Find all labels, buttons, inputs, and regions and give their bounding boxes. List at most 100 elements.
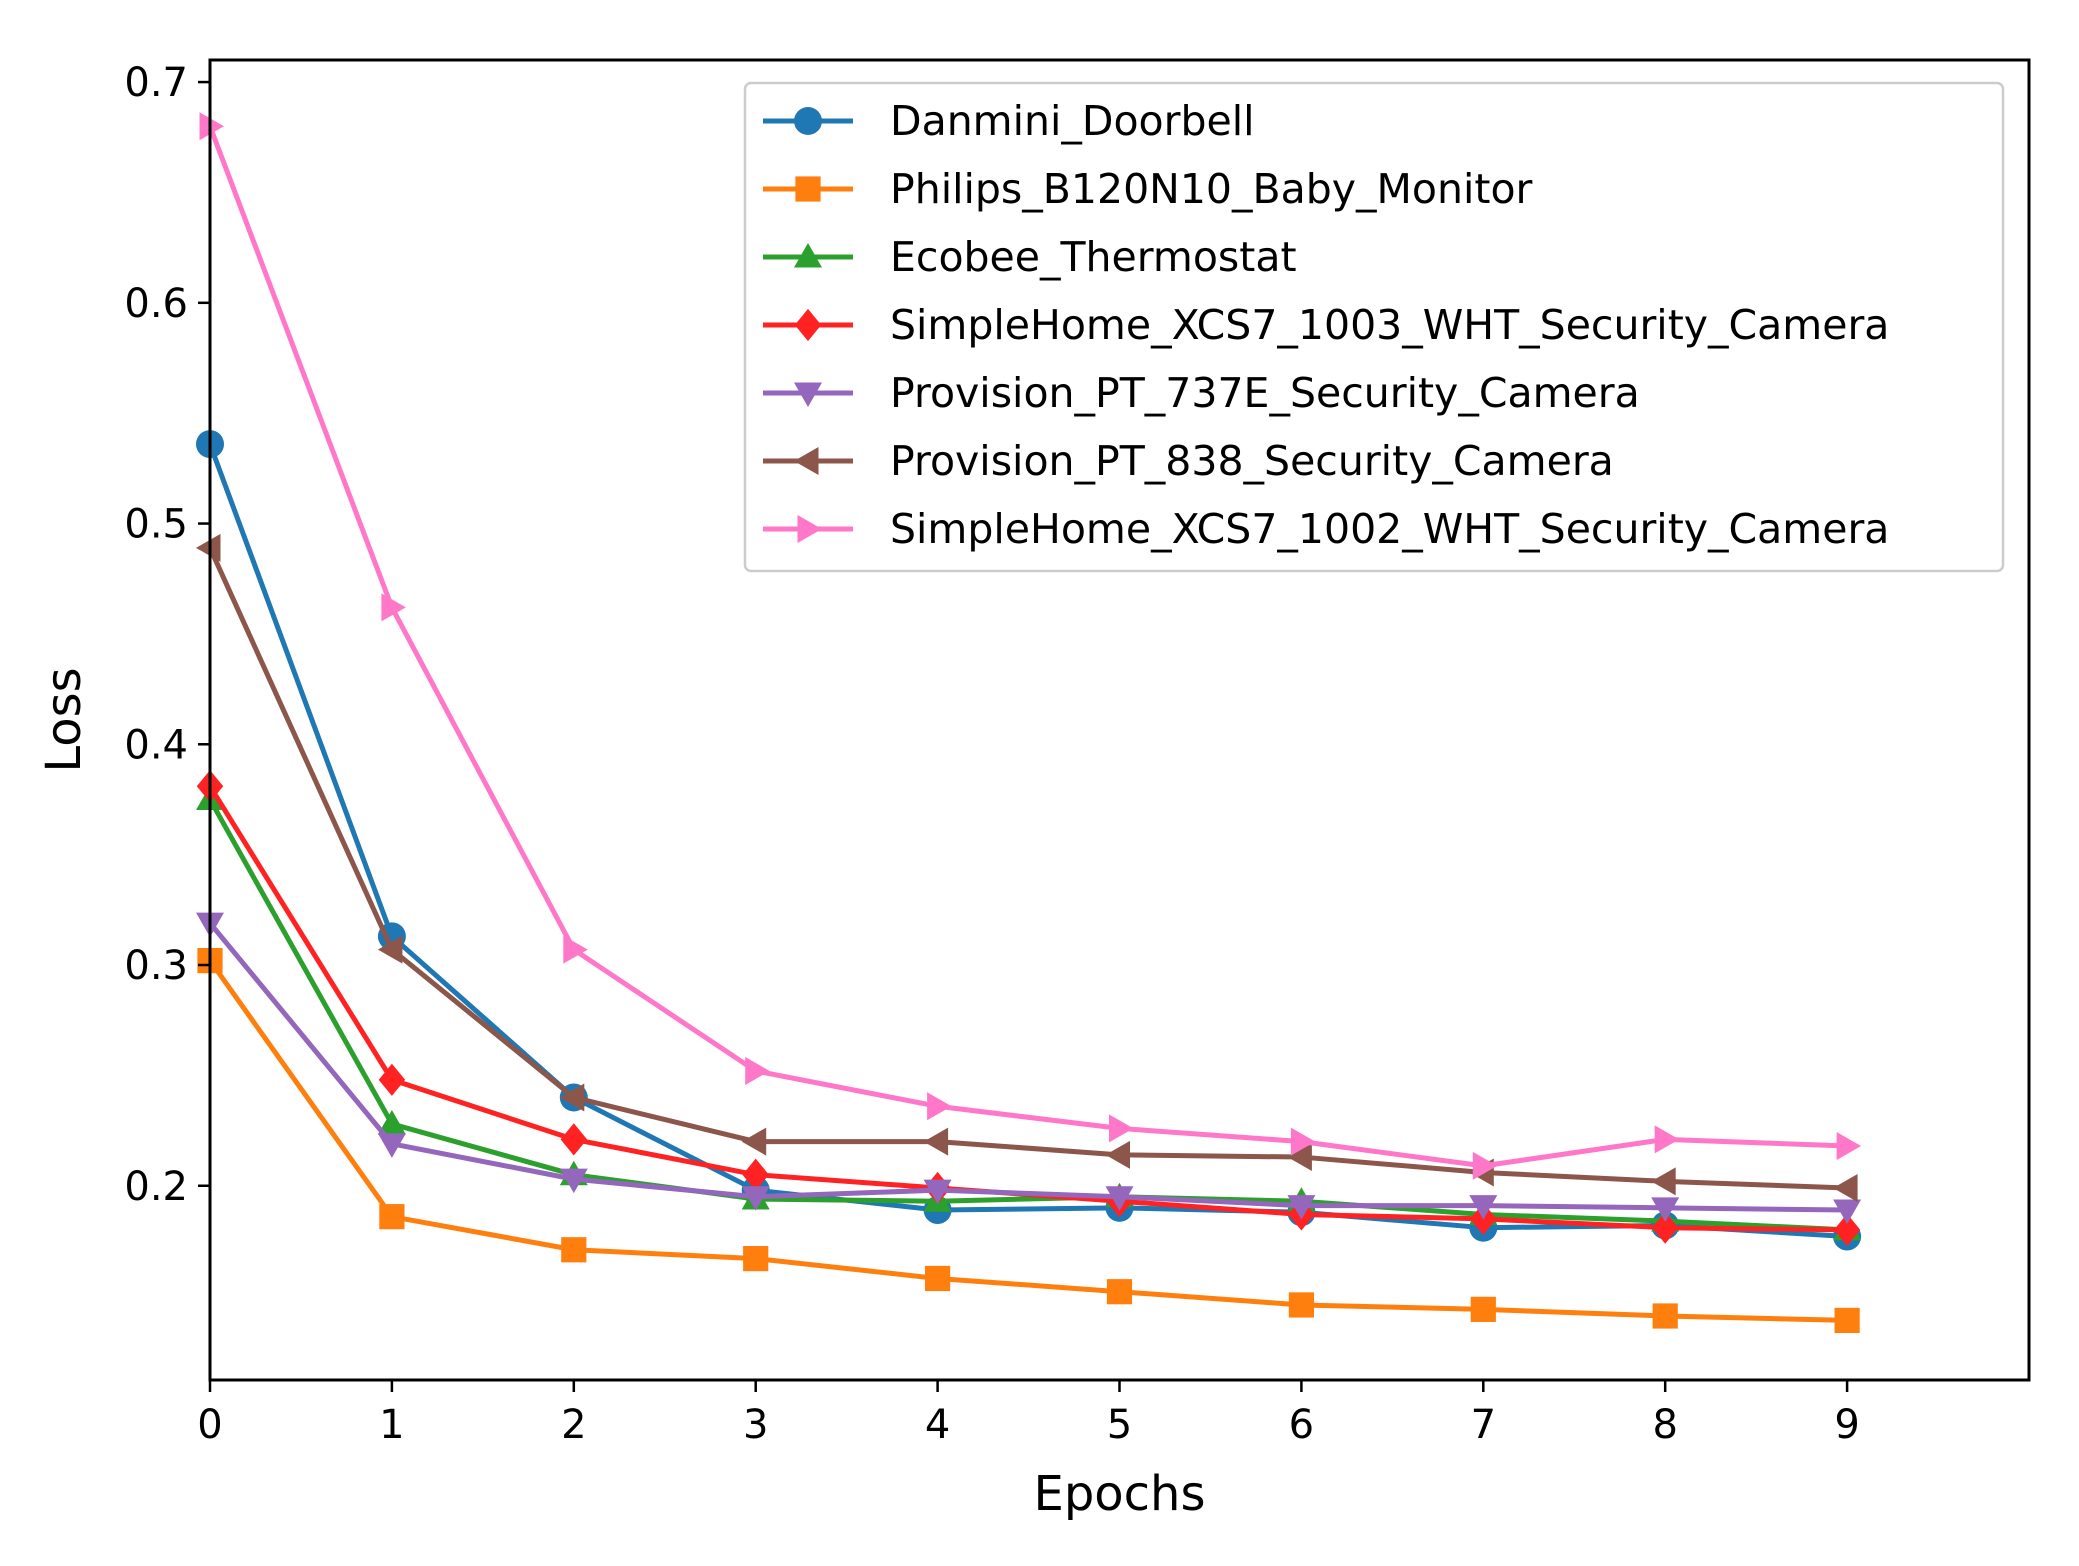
series-line <box>207 546 1848 1191</box>
legend-entry: Provision_PT_737E_Security_Camera <box>763 369 1640 417</box>
legend-entry: SimpleHome_XCS7_1003_WHT_Security_Camera <box>763 301 1889 349</box>
series-line <box>207 959 1848 1323</box>
data-point <box>1654 1125 1680 1154</box>
series-6 <box>196 533 1858 1202</box>
data-point <box>379 1204 405 1230</box>
data-point <box>1833 1199 1862 1225</box>
series-line <box>207 784 1848 1233</box>
legend-entry: SimpleHome_XCS7_1002_WHT_Security_Camera <box>763 505 1889 553</box>
y-tick-label: 0.3 <box>124 943 188 989</box>
legend-label: Provision_PT_838_Security_Camera <box>890 437 1614 485</box>
x-tick-label: 0 <box>197 1402 222 1448</box>
data-point <box>196 533 221 562</box>
data-point <box>378 1063 406 1096</box>
legend-marker <box>794 382 822 407</box>
x-axis-ticks: 0 1 2 3 4 5 6 7 8 9 <box>197 1380 1860 1448</box>
x-axis-title: Epochs <box>1034 1466 1206 1522</box>
legend-marker <box>794 308 822 342</box>
x-tick-label: 8 <box>1652 1402 1677 1448</box>
data-point <box>1287 1195 1316 1220</box>
y-tick-label: 0.2 <box>124 1164 188 1210</box>
series-4 <box>196 770 1861 1246</box>
legend-label: Provision_PT_737E_Security_Camera <box>890 369 1640 417</box>
data-point <box>1109 1114 1134 1143</box>
data-point <box>927 1092 952 1121</box>
legend-marker <box>794 447 819 475</box>
data-point <box>745 1056 770 1085</box>
data-point <box>1105 1140 1130 1169</box>
data-point <box>743 1245 769 1272</box>
x-tick-label: 9 <box>1834 1402 1859 1448</box>
legend-entry: Philips_B120N10_Baby_Monitor <box>763 165 1533 213</box>
data-point <box>925 1265 951 1292</box>
x-tick-label: 2 <box>561 1402 586 1448</box>
data-point <box>742 1158 769 1191</box>
series-line <box>208 921 1848 1213</box>
x-tick-label: 7 <box>1471 1402 1496 1448</box>
data-point <box>1833 1173 1858 1202</box>
series-line <box>207 125 1848 1169</box>
legend-marker <box>794 107 822 135</box>
data-point <box>1652 1303 1678 1329</box>
data-point <box>561 1237 587 1263</box>
y-tick-label: 0.5 <box>124 502 188 548</box>
data-point <box>1833 1213 1861 1246</box>
x-tick-label: 3 <box>743 1402 768 1448</box>
data-point <box>1470 1296 1496 1322</box>
x-tick-label: 5 <box>1107 1402 1132 1448</box>
series-2 <box>197 948 1860 1334</box>
plot-area <box>196 58 2031 1382</box>
legend-label: Ecobee_Thermostat <box>890 233 1297 281</box>
data-point <box>1469 1195 1498 1220</box>
data-point <box>377 935 403 964</box>
legend-marker <box>797 515 822 543</box>
data-point <box>1290 1127 1316 1156</box>
legend-entry: Danmini_Doorbell <box>763 97 1255 145</box>
legend: Danmini_Doorbell Philips_B120N10_Baby_Mon… <box>743 81 2005 573</box>
y-tick-label: 0.6 <box>124 281 188 327</box>
data-point <box>923 1179 952 1205</box>
x-tick-label: 4 <box>925 1402 950 1448</box>
data-point <box>1472 1151 1498 1180</box>
data-point <box>1651 1211 1679 1244</box>
data-point <box>1105 1186 1134 1211</box>
data-point <box>1834 1307 1860 1334</box>
legend-label: SimpleHome_XCS7_1003_WHT_Security_Camera <box>890 301 1889 349</box>
data-point <box>381 593 406 622</box>
data-point <box>1288 1292 1314 1318</box>
legend-entry: Provision_PT_838_Security_Camera <box>763 437 1614 485</box>
y-tick-label: 0.4 <box>124 722 188 768</box>
series-3 <box>196 785 1862 1241</box>
data-point <box>1836 1132 1862 1161</box>
series-line <box>207 798 1848 1233</box>
data-point <box>923 1127 949 1156</box>
data-point <box>560 1123 588 1156</box>
data-point <box>559 1083 585 1112</box>
legend-entry: Ecobee_Thermostat <box>763 233 1297 281</box>
data-point <box>377 1109 406 1135</box>
data-point <box>563 935 588 964</box>
legend-marker <box>795 176 821 202</box>
data-point <box>377 1133 406 1158</box>
legend-marker <box>794 243 822 268</box>
series-line <box>207 443 1848 1240</box>
y-axis-ticks: 0.2 0.3 0.4 0.5 0.6 0.7 <box>124 60 210 1210</box>
data-point <box>199 112 224 141</box>
data-point <box>1651 1197 1680 1222</box>
legend-box <box>743 81 2005 573</box>
y-tick-label: 0.7 <box>124 60 188 106</box>
series-5 <box>196 912 1862 1225</box>
data-point <box>1287 1143 1312 1172</box>
x-tick-label: 6 <box>1289 1402 1314 1448</box>
data-point <box>1106 1279 1133 1305</box>
data-point <box>741 1127 767 1156</box>
y-axis-title: Loss <box>36 667 92 772</box>
data-point <box>559 1168 588 1194</box>
legend-label: Philips_B120N10_Baby_Monitor <box>890 165 1533 213</box>
data-point <box>741 1186 770 1211</box>
x-tick-label: 1 <box>379 1402 404 1448</box>
data-point <box>1651 1167 1676 1196</box>
series-7 <box>199 112 1862 1180</box>
legend-label: Danmini_Doorbell <box>890 97 1255 145</box>
